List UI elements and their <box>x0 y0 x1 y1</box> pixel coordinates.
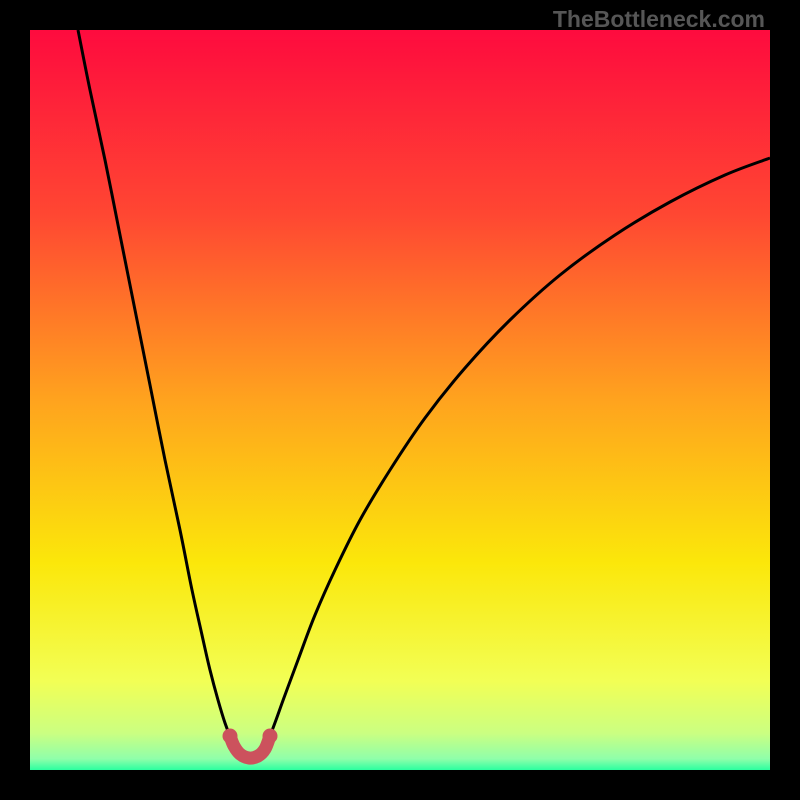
u-end-marker-right <box>263 729 278 744</box>
curve-left-branch <box>78 30 230 736</box>
u-end-marker-left <box>223 729 238 744</box>
watermark-text: TheBottleneck.com <box>553 6 765 33</box>
curve-right-branch <box>270 158 770 736</box>
bottleneck-curve-svg <box>30 30 770 770</box>
outer-frame: TheBottleneck.com <box>0 0 800 800</box>
plot-area <box>30 30 770 770</box>
